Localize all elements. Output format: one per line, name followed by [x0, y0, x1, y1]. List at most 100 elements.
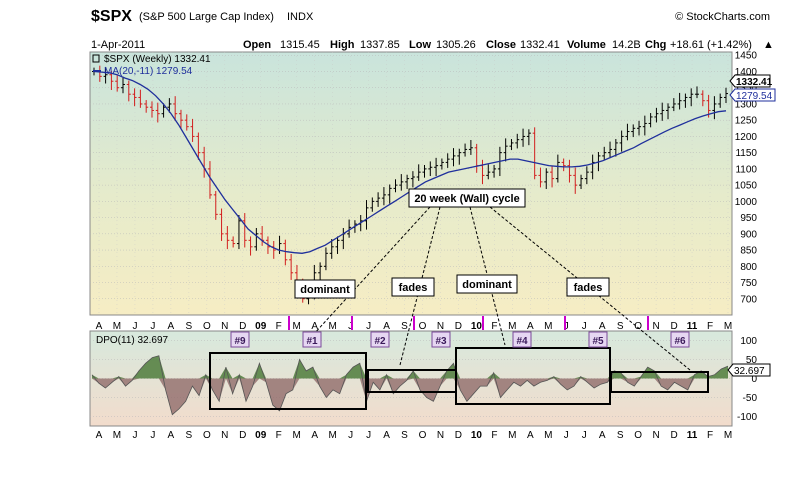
x-tick-label: 11: [687, 321, 698, 332]
svg-text:#2: #2: [374, 336, 386, 347]
price-bar: [468, 139, 473, 155]
x-tick-label: O: [419, 430, 427, 441]
x-tick-label: A: [383, 430, 390, 441]
price-bar: [631, 124, 636, 138]
copyright-label: © StockCharts.com: [675, 11, 770, 23]
x-tick-label: D: [455, 321, 462, 332]
x-tick-label: F: [491, 321, 497, 332]
x-tick-label: M: [544, 430, 552, 441]
x-tick-label: N: [652, 321, 659, 332]
price-bar: [503, 138, 508, 162]
x-tick-label: F: [707, 430, 713, 441]
x-tick-label: J: [132, 321, 137, 332]
price-bar: [579, 174, 584, 190]
price-bar: [167, 98, 172, 113]
x-tick-label: S: [401, 321, 408, 332]
open-value: 1315.45: [280, 39, 320, 51]
x-tick-label: N: [221, 430, 228, 441]
price-bar: [637, 120, 642, 136]
price-bar: [387, 184, 392, 204]
price-bar: [138, 89, 143, 108]
price-bar: [283, 239, 288, 266]
price-bar: [695, 86, 700, 99]
price-bar: [567, 159, 572, 183]
price-y-tick: 850: [740, 246, 757, 257]
price-y-tick: 1050: [735, 181, 758, 192]
price-y-tick: 1250: [735, 116, 758, 127]
dpo-area: [92, 355, 728, 379]
price-bar: [335, 236, 340, 254]
price-bar: [144, 100, 149, 113]
price-bar: [323, 247, 328, 271]
price-bar: [242, 213, 247, 248]
dpo-negative-area: [92, 378, 728, 415]
price-bar: [463, 143, 468, 157]
volume-label: Volume: [567, 39, 606, 51]
cycle-markers: #9 #1 #2 #3 #4 #5 #6: [230, 331, 690, 348]
x-tick-label: M: [328, 430, 336, 441]
x-tick-label: O: [203, 430, 211, 441]
price-bar: [416, 164, 421, 181]
dpo-legend: DPO(11) 32.697: [96, 335, 169, 346]
x-tick-label: 11: [687, 430, 698, 441]
price-bar: [486, 164, 491, 180]
x-tick-label: J: [582, 430, 587, 441]
x-tick-label: S: [186, 321, 193, 332]
price-bar: [428, 161, 433, 177]
x-tick-label: A: [96, 430, 103, 441]
price-bar: [126, 80, 131, 102]
x-tick-label: M: [508, 321, 516, 332]
price-bar: [184, 114, 189, 131]
price-bar: [399, 174, 404, 191]
x-tick-label: O: [419, 321, 427, 332]
svg-text:#1: #1: [306, 336, 318, 347]
price-bar: [178, 109, 183, 129]
price-y-tick: 1100: [735, 164, 757, 175]
price-bar: [492, 164, 497, 178]
price-bar: [648, 113, 653, 128]
x-tick-label: N: [437, 430, 444, 441]
svg-text:dominant: dominant: [462, 279, 512, 291]
price-bar: [103, 66, 108, 84]
cycle-marker: #9: [230, 331, 250, 348]
svg-text:#4: #4: [516, 336, 528, 347]
svg-text:32.697: 32.697: [734, 366, 765, 377]
dpo-y-tick: -50: [743, 393, 758, 404]
price-bar: [700, 90, 705, 107]
price-bar: [608, 141, 613, 159]
price-bar: [410, 171, 415, 188]
x-tick-label: M: [724, 321, 732, 332]
chg-arrow-icon: ▲: [763, 39, 774, 51]
x-tick-label: J: [582, 321, 587, 332]
low-value: 1305.26: [436, 39, 476, 51]
phase-label-4: fades: [566, 277, 610, 297]
price-bar: [120, 76, 125, 94]
price-bar: [544, 168, 549, 190]
price-bar: [712, 96, 717, 120]
cycle-title-box: 20 week (Wall) cycle: [408, 188, 526, 208]
cycle-marker: #2: [370, 331, 390, 348]
x-tick-label: J: [564, 430, 569, 441]
x-tick-label: M: [328, 321, 336, 332]
phase-label-1: dominant: [294, 279, 356, 299]
x-tick-label: J: [366, 430, 371, 441]
price-bar: [393, 179, 398, 193]
price-bar: [231, 236, 236, 248]
price-panel-bg: [89, 51, 733, 316]
price-bar: [538, 167, 543, 188]
x-tick-label: A: [168, 430, 175, 441]
svg-text:#9: #9: [234, 336, 246, 347]
price-bar: [619, 130, 624, 152]
price-bar: [625, 123, 630, 141]
price-bar: [318, 262, 323, 282]
price-bar: [405, 174, 410, 190]
x-tick-label: M: [293, 321, 301, 332]
price-y-tick: 900: [740, 229, 757, 240]
price-bar: [683, 93, 688, 108]
price-bar: [550, 166, 555, 188]
price-y-tick: 1150: [735, 148, 757, 159]
volume-value: 14.2B: [612, 39, 641, 51]
x-tick-label: M: [724, 430, 732, 441]
x-tick-label: D: [239, 321, 246, 332]
x-tick-label: A: [527, 430, 534, 441]
